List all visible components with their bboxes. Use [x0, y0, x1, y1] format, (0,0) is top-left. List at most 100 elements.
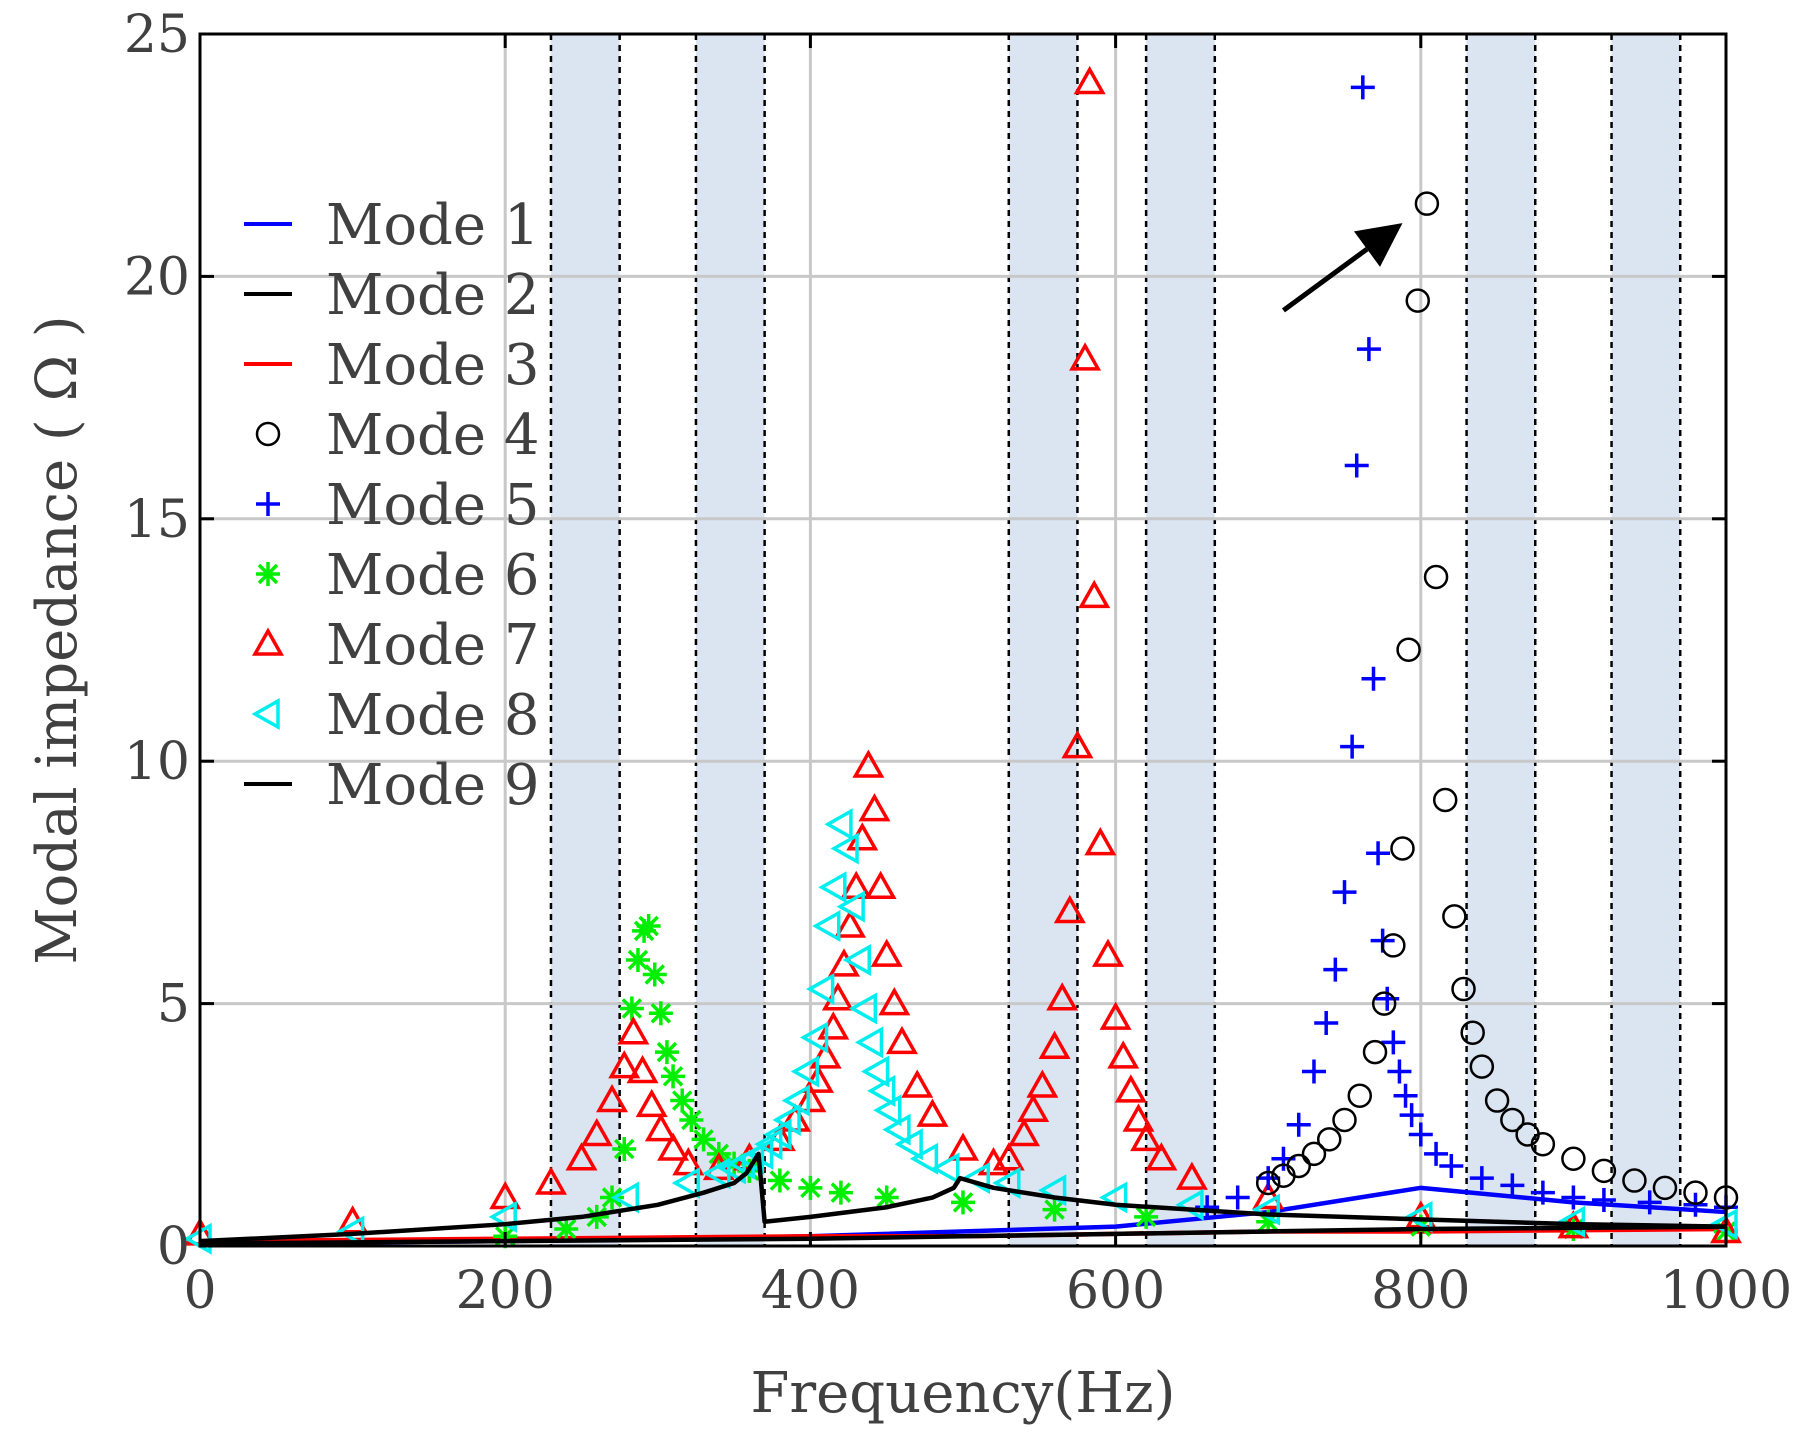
marker-shape	[1637, 1190, 1662, 1215]
shaded-band	[1466, 34, 1536, 1246]
marker-shape	[617, 1016, 650, 1045]
marker-shape	[860, 1055, 890, 1088]
mode-4-point	[1332, 1107, 1357, 1133]
marker-shape	[794, 1084, 827, 1113]
mode-5-point	[1344, 453, 1369, 478]
mode-8-point	[848, 992, 878, 1025]
data-series	[183, 65, 1742, 1255]
marker-shape	[1371, 991, 1397, 1016]
mode-7-point	[608, 1050, 641, 1079]
marker-shape	[806, 973, 835, 1006]
mode-4-point	[1451, 976, 1476, 1002]
marker-shape	[894, 1128, 923, 1161]
y-tick-label: 20	[124, 247, 190, 307]
mode-8-point	[790, 1055, 820, 1088]
mode-5-point	[1323, 957, 1348, 982]
legend-label: Mode 4	[326, 403, 539, 468]
marker-shape	[1314, 1010, 1339, 1035]
series-mode-4	[1255, 191, 1739, 1210]
marker-shape	[1323, 957, 1348, 982]
mode-5-point	[1381, 1030, 1406, 1055]
mode-6-point	[722, 1151, 747, 1176]
mode-8-point	[931, 1152, 960, 1185]
legend-item-mode-6: Mode 6	[256, 543, 539, 608]
mode-5-point	[1530, 1180, 1555, 1205]
mode-7-point	[1107, 1040, 1140, 1069]
mode-7-point	[901, 1069, 934, 1098]
mode-6-point	[828, 1180, 853, 1205]
marker-shape	[1134, 1204, 1159, 1229]
marker-shape	[1073, 65, 1106, 95]
mode-5-point	[1500, 1173, 1525, 1198]
mode-8-point	[824, 808, 853, 841]
mode-8-point	[1404, 1200, 1433, 1233]
marker-shape	[584, 1204, 609, 1229]
mode-8-point	[867, 1074, 896, 1107]
marker-shape	[255, 421, 281, 447]
marker-shape	[1347, 1083, 1373, 1108]
mode-5-point	[1361, 666, 1386, 691]
mode-6-point	[874, 1185, 899, 1210]
marker-shape	[657, 1132, 690, 1161]
marker-shape	[619, 996, 644, 1021]
marker-shape	[1069, 342, 1102, 371]
marker-shape	[1381, 1030, 1406, 1055]
mode-4-point	[1405, 288, 1430, 313]
mode-7-point	[1084, 827, 1117, 856]
mode-8-point	[671, 1166, 701, 1199]
marker-shape	[1439, 1154, 1464, 1179]
marker-shape	[1361, 666, 1386, 691]
mode-5-point	[1399, 1103, 1424, 1128]
mode-6-point	[612, 1137, 637, 1162]
mode-6-point	[584, 1204, 609, 1229]
marker-shape	[867, 1074, 896, 1107]
legend-label: Mode 8	[326, 683, 539, 748]
mode-7-point	[489, 1180, 522, 1210]
marker-shape	[636, 914, 661, 939]
mode-4-point	[1591, 1158, 1617, 1184]
mode-4-point	[1423, 564, 1449, 590]
mode-7-point	[1026, 1069, 1059, 1098]
marker-shape	[812, 910, 841, 943]
marker-shape	[873, 1094, 902, 1127]
legend-item-mode-1: Mode 1	[244, 193, 539, 258]
marker-shape	[1038, 1030, 1071, 1059]
mode-8-point	[882, 1113, 911, 1146]
legend-label: Mode 9	[326, 753, 539, 818]
mode-8-point	[772, 1103, 801, 1136]
mode-5-point	[1366, 841, 1391, 866]
marker-shape	[1046, 982, 1079, 1011]
mode-7-point	[1073, 65, 1106, 95]
mode-7-point	[878, 987, 911, 1016]
legend-swatch	[251, 698, 280, 730]
marker-shape	[256, 492, 280, 516]
marker-shape	[848, 992, 878, 1025]
legend-item-mode-3: Mode 3	[244, 333, 539, 398]
marker-shape	[654, 1040, 679, 1065]
mode-4-point	[1432, 787, 1458, 813]
legend-item-mode-8: Mode 8	[251, 683, 539, 748]
legend-label: Mode 7	[326, 613, 539, 678]
marker-shape	[1256, 1166, 1281, 1191]
marker-shape	[842, 943, 871, 976]
legend-label: Mode 1	[326, 193, 539, 258]
marker-shape	[670, 1088, 695, 1113]
mode-7-point	[1046, 982, 1079, 1011]
mode-7-point	[947, 1132, 979, 1161]
marker-shape	[1500, 1107, 1525, 1133]
marker-shape	[1393, 1083, 1418, 1108]
mode-6-point	[679, 1107, 704, 1132]
marker-shape	[648, 1001, 673, 1026]
mode-4-point	[1530, 1131, 1556, 1157]
mode-4-point	[1381, 933, 1406, 958]
legend-item-mode-9: Mode 9	[244, 753, 539, 818]
marker-shape	[1332, 880, 1357, 905]
y-tick-label: 15	[124, 490, 190, 550]
mode-7-point	[885, 1025, 918, 1055]
shaded-bands	[549, 34, 1682, 1246]
marker-shape	[916, 1098, 949, 1127]
marker-shape	[1396, 637, 1421, 662]
mode-8-point	[818, 871, 847, 904]
marker-shape	[885, 1025, 918, 1055]
